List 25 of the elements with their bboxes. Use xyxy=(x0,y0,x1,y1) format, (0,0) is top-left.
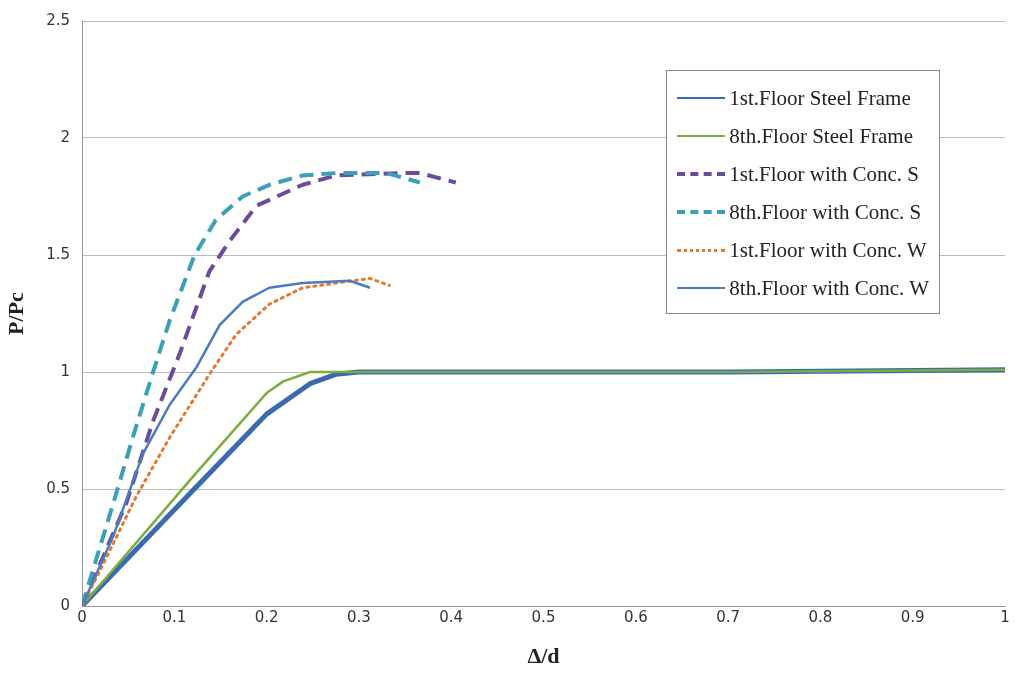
x-axis-title: Δ/d xyxy=(527,643,560,669)
x-tick-label: 0.9 xyxy=(900,607,925,626)
x-tick-label: 0 xyxy=(77,607,87,626)
y-tick-label: 0.5 xyxy=(46,478,70,497)
legend-label: 8th.Floor with Conc. S xyxy=(729,199,922,225)
x-tick-label: 0.1 xyxy=(162,607,187,626)
x-tick-label: 0.6 xyxy=(623,607,648,626)
y-tick-label: 1.5 xyxy=(46,244,70,263)
y-tick-label: 0 xyxy=(60,595,70,614)
x-tick-label: 1 xyxy=(1000,607,1010,626)
y-axis-title: P/Pc xyxy=(2,291,28,335)
x-tick-label: 0.3 xyxy=(346,607,371,626)
x-tick-label: 0.8 xyxy=(808,607,833,626)
x-tick-label: 0.7 xyxy=(716,607,741,626)
y-tick-label: 2 xyxy=(60,127,70,146)
legend-label: 1st.Floor with Conc. W xyxy=(729,237,927,263)
legend-label: 1st.Floor with Conc. S xyxy=(729,161,919,187)
y-tick-label: 2.5 xyxy=(46,10,70,29)
legend-label: 1st.Floor Steel Frame xyxy=(729,85,911,111)
x-tick-label: 0.2 xyxy=(254,607,279,626)
legend-label: 8th.Floor Steel Frame xyxy=(729,123,914,149)
y-tick-label: 1 xyxy=(60,361,70,380)
legend-label: 8th.Floor with Conc. W xyxy=(729,275,929,301)
x-tick-label: 0.4 xyxy=(439,607,464,626)
x-tick-label: 0.5 xyxy=(531,607,556,626)
